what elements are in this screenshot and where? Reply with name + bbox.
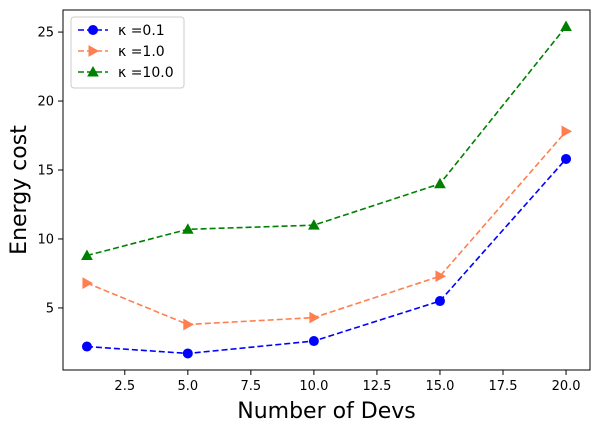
y-tick-label: 10 xyxy=(37,232,54,247)
data-point xyxy=(82,277,93,289)
x-tick-label: 12.5 xyxy=(362,379,391,394)
series-0 xyxy=(81,153,572,359)
x-tick-label: 17.5 xyxy=(489,379,518,394)
series-1 xyxy=(82,125,573,331)
legend-item: κ =10.0 xyxy=(78,65,174,81)
data-point xyxy=(183,318,194,331)
data-point xyxy=(81,249,93,261)
x-axis-label: Number of Devs xyxy=(237,399,416,424)
data-point xyxy=(434,177,446,189)
y-tick-label: 5 xyxy=(46,301,54,316)
x-tick-label: 5.0 xyxy=(177,379,198,394)
legend-box xyxy=(70,16,185,89)
y-tick-label: 25 xyxy=(37,26,54,41)
data-point xyxy=(560,20,572,32)
data-point xyxy=(308,219,320,230)
data-point xyxy=(81,341,92,352)
plot-area xyxy=(81,20,573,359)
legend-marker xyxy=(88,45,100,57)
legend-label: κ =0.1 xyxy=(118,23,165,39)
data-point xyxy=(434,296,445,307)
data-point xyxy=(561,125,573,138)
data-point xyxy=(561,153,572,164)
data-point xyxy=(309,311,320,324)
y-axis-label: Energy cost xyxy=(7,125,32,255)
legend-marker xyxy=(87,65,99,77)
x-tick-label: 7.5 xyxy=(241,379,262,394)
data-point xyxy=(308,336,319,347)
y-tick-label: 15 xyxy=(37,164,54,179)
legend: κ =0.1 κ =1.0 κ =10.0 xyxy=(70,16,185,89)
x-tick-label: 15.0 xyxy=(425,379,454,394)
y-axis-ticks: 5 10 15 20 25 xyxy=(37,26,63,316)
data-point xyxy=(435,270,446,283)
x-tick-label: 20.0 xyxy=(552,379,581,394)
x-tick-label: 10.0 xyxy=(299,379,328,394)
data-point xyxy=(181,223,194,234)
x-axis-ticks: 2.5 5.0 7.5 10.0 12.5 15.0 17.5 20.0 xyxy=(114,370,581,394)
legend-label: κ =1.0 xyxy=(118,44,165,60)
legend-label: κ =10.0 xyxy=(118,65,174,81)
series-line xyxy=(86,130,567,326)
x-tick-label: 2.5 xyxy=(114,379,135,394)
y-tick-label: 20 xyxy=(37,95,54,110)
data-point xyxy=(182,348,193,359)
legend-item: κ =1.0 xyxy=(78,44,165,60)
series-line xyxy=(86,158,567,355)
series-2 xyxy=(81,20,572,261)
legend-item: κ =0.1 xyxy=(78,23,165,39)
legend-marker xyxy=(88,25,98,35)
plot-frame xyxy=(62,9,591,371)
